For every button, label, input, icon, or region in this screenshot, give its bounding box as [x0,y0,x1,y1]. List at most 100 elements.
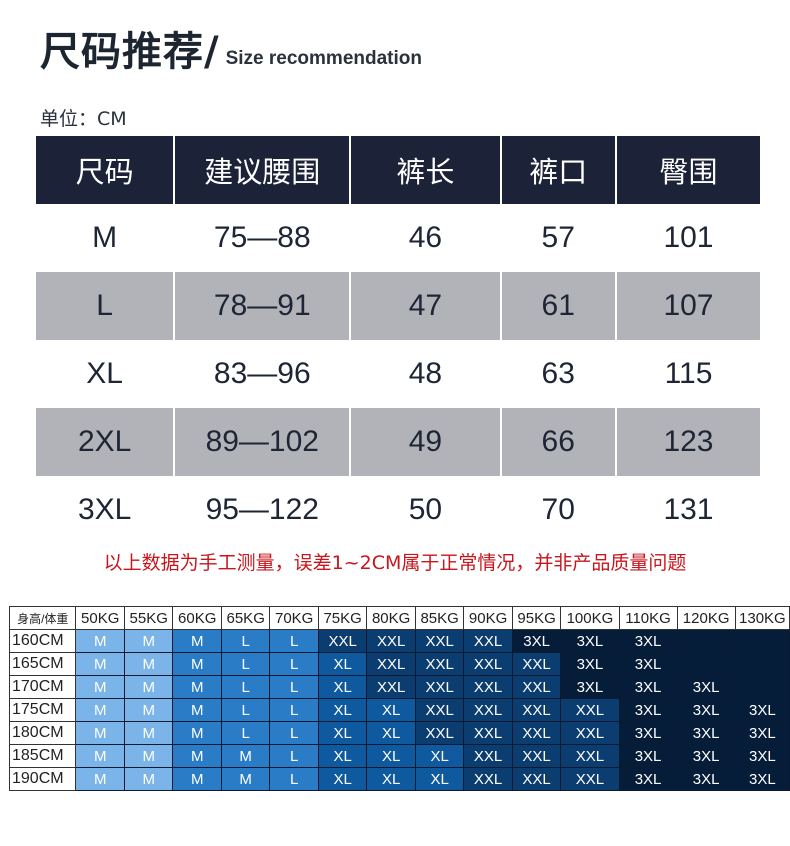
table-cell: 83—96 [213,357,311,390]
size-cell: 3XL [511,629,562,653]
weight-header: 80KG [366,606,416,630]
size-cell: XXL [366,675,416,699]
column-header: 臀围 [616,136,760,204]
grid-row: 185CM M M M M L XL XL XL XXL XXL XXL 3XL 3XL 3XL [8,744,790,768]
size-cell: XXL [414,629,465,653]
weight-header: 60KG [172,606,222,630]
size-cell: XXL [463,675,513,699]
size-cell: M [123,721,174,745]
weight-header: 85KG [414,606,465,630]
size-cell: M [75,652,125,676]
size-cell: XXL [463,721,513,745]
size-cell: M [123,652,174,676]
size-cell: XL [366,767,416,791]
size-cell [734,629,790,653]
size-cell: M [220,744,271,768]
table-cell: 2XL [36,408,174,476]
grid-row: 160CM M M M L L XXL XXL XXL XXL 3XL 3XL 3XL [8,629,790,653]
table-cell: M [92,221,118,254]
weight-header: 75KG [317,606,368,630]
table-row: XL 83—96 48 63 115 [36,340,760,408]
size-cell: 3XL [734,721,790,745]
page-title: 尺码推荐/ Size recommendation [40,28,422,76]
size-cell: 3XL [676,721,736,745]
table-cell: 57 [541,221,575,254]
table-row: M 75—88 46 57 101 [36,204,760,272]
size-cell: XL [366,721,416,745]
size-cell: 3XL [618,629,678,653]
weight-header: 55KG [123,606,174,630]
size-cell: XXL [414,652,465,676]
height-label: 165CM [8,652,77,676]
size-cell: 3XL [676,767,736,791]
grid-corner-header: 身高/体重 [8,606,77,630]
size-cell [676,629,736,653]
table-cell: 107 [616,272,760,340]
table-cell: 101 [663,221,714,254]
size-cell: 3XL [734,767,790,791]
size-cell: 3XL [618,767,678,791]
weight-header: 50KG [75,606,125,630]
table-row: 3XL 95—122 50 70 131 [36,476,760,544]
size-cell: XXL [511,744,562,768]
size-cell: 3XL [618,675,678,699]
size-cell: XL [317,675,368,699]
title-en: Size recommendation [225,48,422,69]
size-cell: M [123,767,174,791]
size-cell: XXL [366,652,416,676]
size-cell: XXL [366,629,416,653]
weight-header: 120KG [676,606,736,630]
size-cell: 3XL [618,698,678,722]
size-cell: M [75,675,125,699]
size-cell: XXL [463,652,513,676]
size-cell: L [269,652,319,676]
size-cell: M [75,721,125,745]
size-cell: M [123,698,174,722]
table-cell: 131 [663,493,714,526]
size-cell: 3XL [676,744,736,768]
table-cell: 63 [541,357,575,390]
size-cell: M [75,629,125,653]
size-cell: 3XL [676,675,736,699]
size-cell: M [172,652,222,676]
size-cell: M [172,698,222,722]
table-cell: 95—122 [205,493,319,526]
table-cell: XL [86,357,123,390]
size-cell: 3XL [560,675,620,699]
size-cell: 3XL [676,698,736,722]
size-cell: XXL [560,698,620,722]
size-cell: L [269,744,319,768]
table-cell: 75—88 [213,221,311,254]
size-cell: XL [317,744,368,768]
size-cell [734,675,790,699]
weight-header: 100KG [560,606,620,630]
height-label: 185CM [8,744,77,768]
size-cell: 3XL [618,744,678,768]
size-cell: 3XL [734,698,790,722]
size-cell: 3XL [734,744,790,768]
size-cell: L [220,721,271,745]
size-cell: 3XL [560,629,620,653]
table-row: L 78—91 47 61 107 [36,272,760,340]
size-cell: XXL [511,652,562,676]
size-cell: XL [317,721,368,745]
table-cell: 46 [408,221,443,254]
size-cell: XXL [511,698,562,722]
size-cell: L [269,721,319,745]
table-cell: 115 [664,357,713,390]
measurement-note: 以上数据为手工测量，误差1~2CM属于正常情况，并非产品质量问题 [103,552,687,574]
table-cell: 89—102 [175,408,350,476]
grid-row: 175CM M M M L L XL XL XXL XXL XXL XXL 3XL 3XL 3XL [8,698,790,722]
size-cell: M [75,767,125,791]
size-cell: XXL [560,721,620,745]
size-cell: XL [414,767,465,791]
size-cell: XXL [414,675,465,699]
height-label: 170CM [8,675,77,699]
size-cell: 3XL [560,652,620,676]
size-cell: XL [317,767,368,791]
size-cell: XXL [463,767,513,791]
size-cell: M [172,744,222,768]
unit-label: 单位：CM [40,108,127,130]
weight-header: 90KG [463,606,513,630]
size-cell: XXL [317,629,368,653]
